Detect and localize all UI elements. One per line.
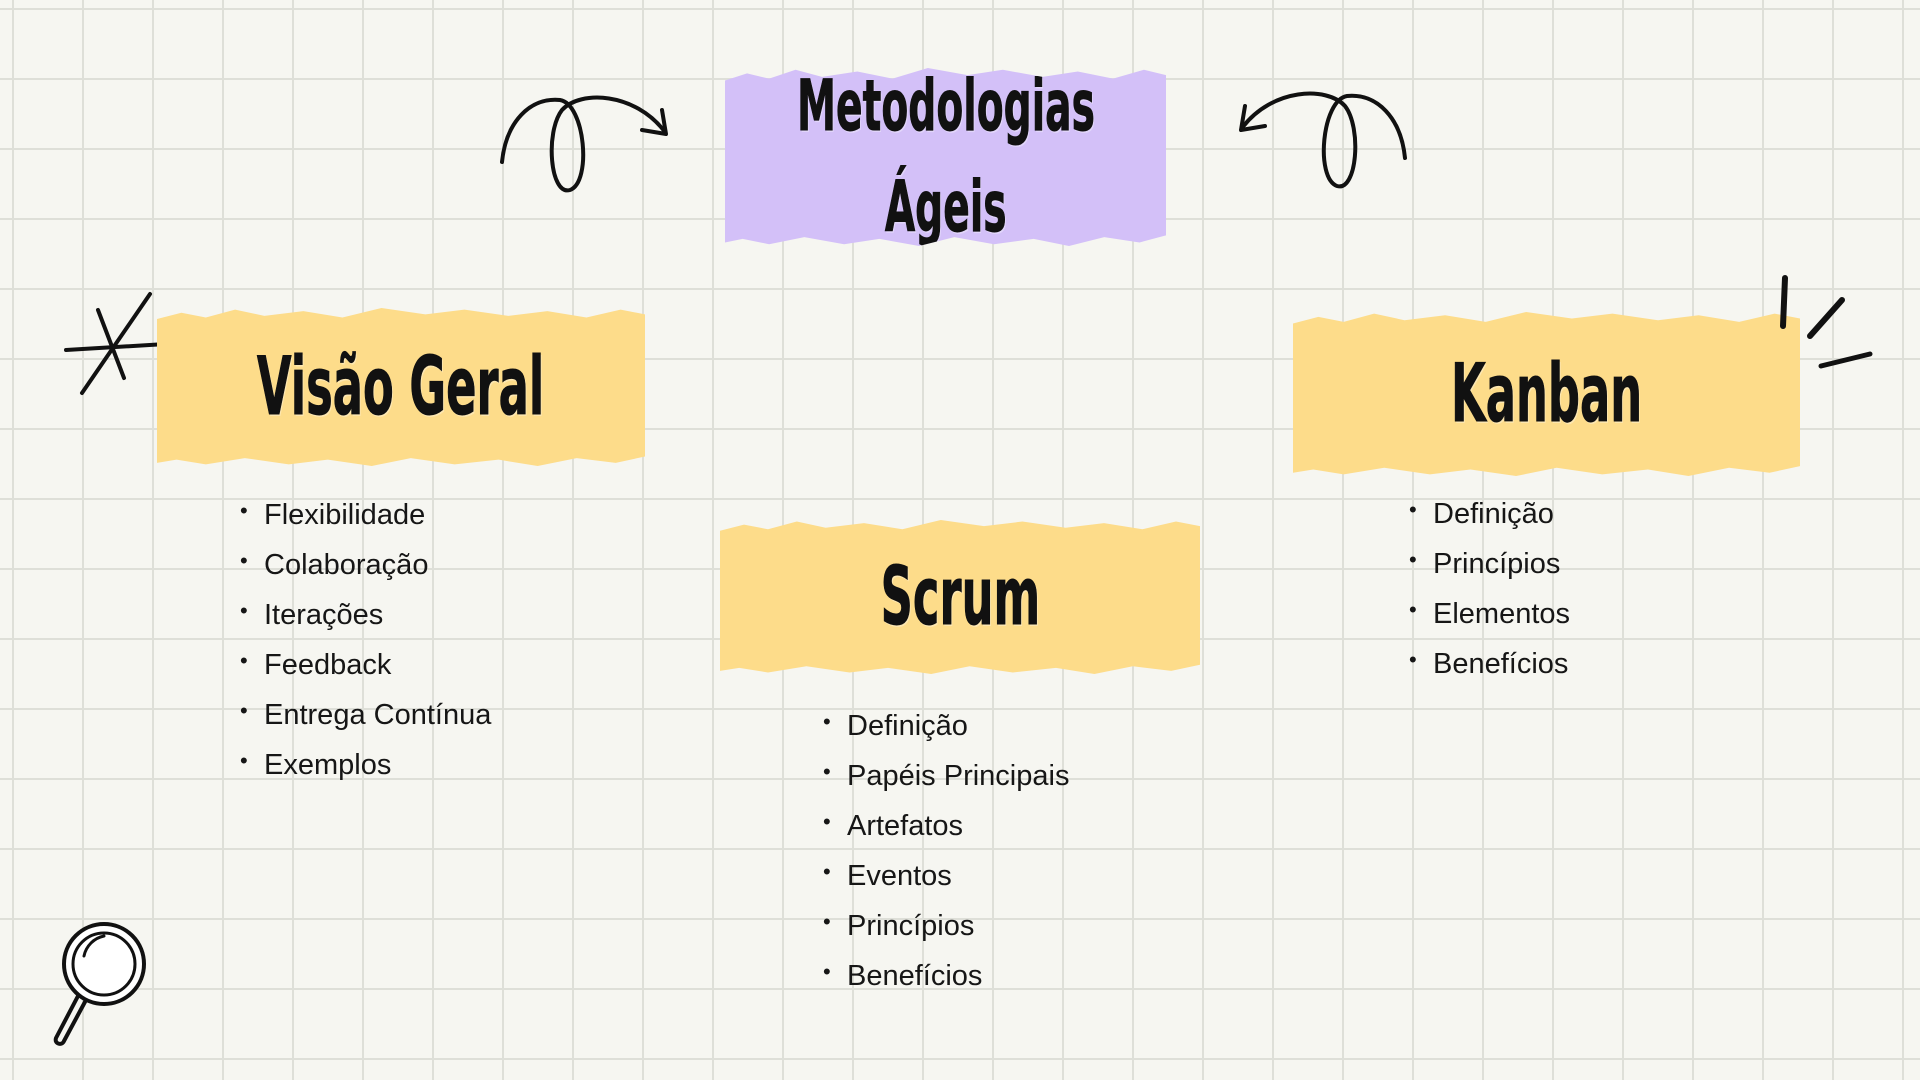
- page-title-line1: Metodologias: [796, 64, 1095, 147]
- list-item: Exemplos: [240, 736, 491, 790]
- section-visao-geral-title: Visão Geral: [257, 340, 545, 433]
- list-item: Princípios: [823, 897, 1069, 951]
- section-visao-geral-header: Visão Geral: [157, 308, 645, 466]
- list-item: Colaboração: [240, 536, 491, 590]
- list-item: Artefatos: [823, 797, 1069, 851]
- emphasis-lines-icon: [1780, 275, 1873, 369]
- list-item: Iterações: [240, 586, 491, 640]
- list-item: Princípios: [1409, 535, 1570, 589]
- page-title-line2: Ágeis: [884, 166, 1007, 248]
- magnifying-glass-icon: [53, 922, 146, 1046]
- list-item: Flexibilidade: [240, 486, 491, 540]
- section-scrum-header: Scrum: [720, 520, 1200, 674]
- visao-geral-list: Flexibilidade Colaboração Iterações Feed…: [240, 486, 491, 790]
- list-item: Benefícios: [1409, 635, 1570, 689]
- list-item: Entrega Contínua: [240, 686, 491, 740]
- curly-arrow-right-icon: [1239, 91, 1407, 189]
- kanban-list: Definição Princípios Elementos Benefício…: [1409, 485, 1570, 689]
- section-kanban-title: Kanban: [1450, 347, 1643, 440]
- list-item: Definição: [1409, 485, 1570, 539]
- list-item: Benefícios: [823, 947, 1069, 1001]
- curly-arrow-left-icon: [500, 95, 668, 193]
- list-item: Definição: [823, 697, 1069, 751]
- list-item: Papéis Principais: [823, 747, 1070, 801]
- star-doodle-icon: [64, 292, 168, 395]
- section-scrum-title: Scrum: [880, 550, 1040, 643]
- list-item: Eventos: [823, 847, 1069, 901]
- scrum-list: Definição Papéis Principais Artefatos Ev…: [823, 697, 1070, 1001]
- list-item: Feedback: [240, 636, 491, 690]
- title-paper: Metodologias Ágeis: [725, 68, 1166, 246]
- list-item: Elementos: [1409, 585, 1570, 639]
- section-kanban-header: Kanban: [1293, 312, 1800, 476]
